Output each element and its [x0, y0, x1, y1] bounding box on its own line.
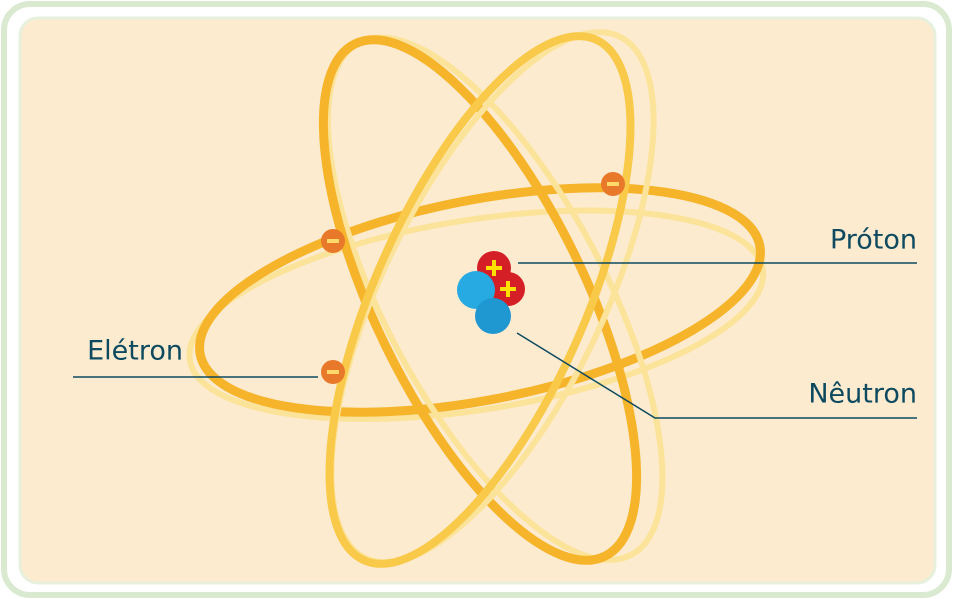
neutron-label: Nêutron — [808, 379, 917, 410]
electron-label: Elétron — [87, 336, 183, 367]
atom-diagram: Próton Elétron Nêutron — [0, 0, 953, 599]
proton-label: Próton — [830, 225, 917, 256]
